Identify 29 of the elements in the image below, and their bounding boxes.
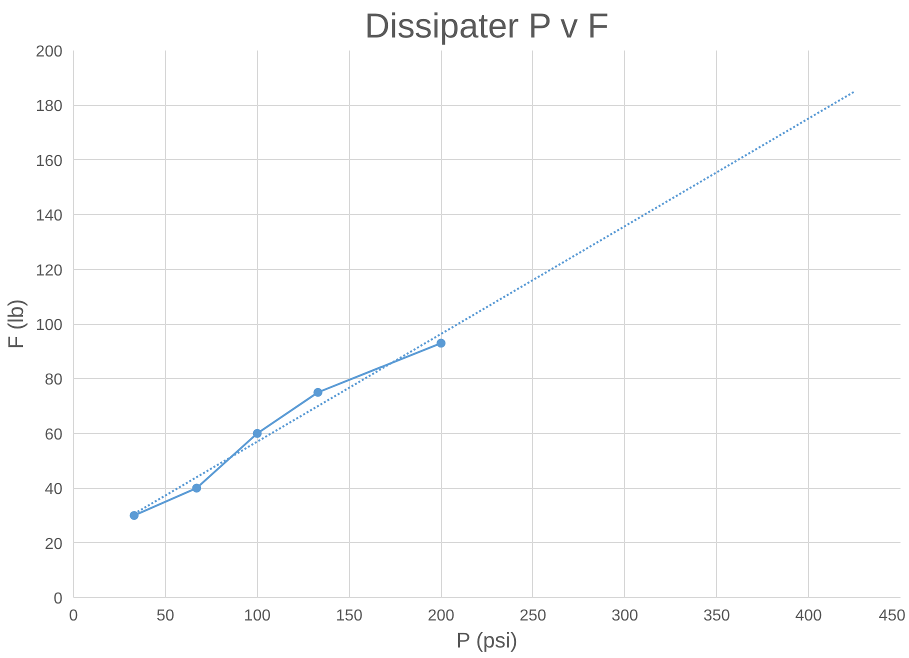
y-tick-label: 0	[54, 590, 63, 608]
x-tick-label: 100	[244, 608, 271, 624]
y-tick-label: 200	[36, 44, 63, 60]
x-tick-label: 400	[795, 608, 822, 624]
point	[130, 510, 139, 520]
point	[436, 338, 446, 348]
x-axis-title: P (psi)	[456, 628, 518, 652]
y-tick-label: 100	[36, 317, 63, 334]
y-tick-label: 20	[44, 536, 63, 553]
y-tick-label: 80	[44, 372, 63, 389]
y-tick-label: 160	[36, 152, 63, 170]
y-tick-label: 40	[44, 481, 63, 498]
y-tick-label: 120	[36, 262, 63, 280]
chart-title: Dissipater P v F	[364, 8, 609, 46]
y-tick-label: 140	[36, 208, 63, 225]
x-tick-label: 350	[703, 608, 730, 624]
x-tick-label: 200	[428, 608, 455, 624]
point	[313, 388, 322, 397]
x-tick-label: 450	[878, 608, 906, 624]
x-tick-label: 250	[520, 608, 546, 624]
x-tick-label: 150	[336, 608, 363, 624]
point	[192, 484, 202, 493]
y-tick-label: 180	[36, 98, 63, 116]
x-tick-label: 50	[156, 608, 174, 624]
x-tick-label: 300	[611, 608, 638, 624]
y-axis-title: F (lb)	[4, 299, 28, 349]
y-tick-label: 60	[44, 426, 63, 444]
point	[252, 428, 262, 438]
x-tick-label: 0	[69, 608, 78, 624]
